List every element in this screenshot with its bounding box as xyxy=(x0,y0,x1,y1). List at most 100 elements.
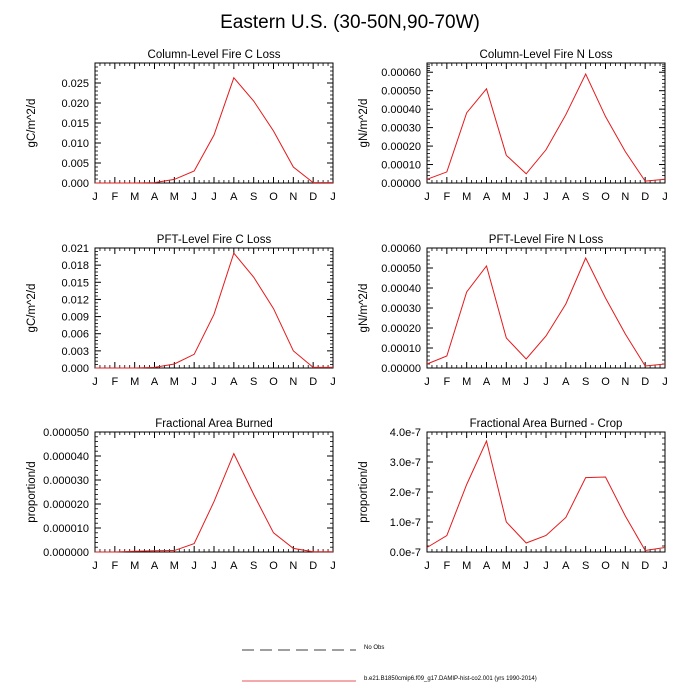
x-tick-label: A xyxy=(230,191,238,203)
series-line xyxy=(95,76,333,184)
y-tick-label: 0.000030 xyxy=(43,475,89,487)
y-tick-label: 0.000010 xyxy=(43,523,89,535)
series-line xyxy=(426,256,666,367)
x-tick-label: J xyxy=(523,191,529,203)
x-tick-label: A xyxy=(151,191,159,203)
y-tick-label: 0.012 xyxy=(61,294,89,306)
y-tick-label: 3.0e-7 xyxy=(390,457,421,469)
x-tick-label: J xyxy=(211,191,217,203)
x-tick-label: S xyxy=(250,191,257,203)
chart-title: Column-Level Fire C Loss xyxy=(148,49,281,61)
x-tick-label: J xyxy=(523,376,529,388)
x-tick-label: M xyxy=(502,560,511,572)
y-tick-label: 4.0e-7 xyxy=(390,427,421,439)
x-tick-label: J xyxy=(330,376,336,388)
x-tick-label: J xyxy=(543,376,549,388)
x-tick-label: J xyxy=(92,191,98,203)
y-axis-label: proportion/d xyxy=(26,461,38,522)
x-tick-label: M xyxy=(170,560,179,572)
y-tick-label: 0.015 xyxy=(61,118,89,130)
chart-title: Fractional Area Burned - Crop xyxy=(470,418,623,430)
y-tick-label: 0.000 xyxy=(61,178,89,190)
y-tick-label: 0.00050 xyxy=(381,263,421,275)
y-axis-label: gC/m^2/d xyxy=(26,99,38,148)
x-tick-label: A xyxy=(483,560,491,572)
y-tick-label: 0.000040 xyxy=(43,451,89,463)
x-tick-label: D xyxy=(309,191,317,203)
x-tick-label: S xyxy=(250,560,257,572)
y-tick-label: 0.005 xyxy=(61,158,89,170)
y-tick-label: 2.0e-7 xyxy=(390,487,421,499)
y-tick-label: 0.025 xyxy=(61,78,89,90)
y-tick-label: 0.015 xyxy=(61,277,89,289)
x-tick-label: N xyxy=(289,191,297,203)
legend-obs-line-sample xyxy=(242,649,356,651)
x-tick-label: A xyxy=(230,376,238,388)
x-tick-label: M xyxy=(170,376,179,388)
y-tick-label: 0.006 xyxy=(61,329,89,341)
chart-panel-6: Fractional Area Burned - Crop proportion/… xyxy=(358,418,668,572)
legend-model-line-sample xyxy=(242,680,356,682)
x-tick-label: J xyxy=(543,560,549,572)
y-tick-label: 0.00060 xyxy=(381,67,421,79)
x-tick-label: F xyxy=(443,191,450,203)
x-tick-label: J xyxy=(191,560,197,572)
x-tick-label: J xyxy=(92,376,98,388)
x-tick-label: D xyxy=(641,560,649,572)
y-tick-label: 0.00010 xyxy=(381,160,421,172)
x-tick-label: M xyxy=(462,191,471,203)
y-tick-label: 0.00020 xyxy=(381,323,421,335)
x-tick-label: N xyxy=(289,560,297,572)
x-tick-label: J xyxy=(424,376,430,388)
x-tick-label: F xyxy=(443,560,450,572)
x-tick-label: M xyxy=(130,376,139,388)
x-tick-label: D xyxy=(309,376,317,388)
chart-title: PFT-Level Fire N Loss xyxy=(489,234,604,246)
chart-title: PFT-Level Fire C Loss xyxy=(157,234,272,246)
x-tick-label: J xyxy=(662,560,668,572)
x-tick-label: A xyxy=(483,191,491,203)
y-tick-label: 0.020 xyxy=(61,98,89,110)
x-tick-label: M xyxy=(130,191,139,203)
x-tick-label: J xyxy=(662,191,668,203)
plot-frame xyxy=(94,247,334,369)
x-tick-label: O xyxy=(269,191,278,203)
x-tick-label: M xyxy=(462,560,471,572)
series-line xyxy=(95,452,333,553)
x-tick-label: D xyxy=(641,191,649,203)
y-axis-label: gN/m^2/d xyxy=(358,99,370,148)
plot-frame xyxy=(94,62,334,184)
x-tick-label: S xyxy=(250,376,257,388)
y-tick-label: 1.0e-7 xyxy=(390,517,421,529)
legend-model: b.e21.B1850cmip6.f09_g17.DAMIP-hist-co2.… xyxy=(0,675,700,687)
x-tick-label: J xyxy=(92,560,98,572)
x-tick-label: F xyxy=(111,191,118,203)
y-tick-label: 0.00030 xyxy=(381,303,421,315)
x-tick-label: J xyxy=(211,376,217,388)
x-tick-label: D xyxy=(641,376,649,388)
legend-obs-label: No Obs xyxy=(364,645,385,651)
x-tick-label: N xyxy=(621,560,629,572)
x-tick-label: J xyxy=(424,191,430,203)
y-tick-label: 0.003 xyxy=(61,346,89,358)
y-tick-label: 0.00000 xyxy=(381,178,421,190)
y-tick-label: 0.018 xyxy=(61,260,89,272)
series-line xyxy=(426,439,666,552)
page-title: Eastern U.S. (30-50N,90-70W) xyxy=(220,12,480,33)
y-tick-label: 0.00040 xyxy=(381,104,421,116)
y-tick-label: 0.000020 xyxy=(43,499,89,511)
x-tick-label: J xyxy=(543,191,549,203)
plot-frame xyxy=(94,431,334,553)
x-tick-label: S xyxy=(582,191,589,203)
x-tick-label: A xyxy=(562,191,570,203)
x-tick-label: O xyxy=(601,560,610,572)
x-tick-label: F xyxy=(111,560,118,572)
x-tick-label: J xyxy=(424,560,430,572)
x-tick-label: J xyxy=(662,376,668,388)
x-tick-label: F xyxy=(443,376,450,388)
legend-obs: No Obs xyxy=(0,644,700,656)
